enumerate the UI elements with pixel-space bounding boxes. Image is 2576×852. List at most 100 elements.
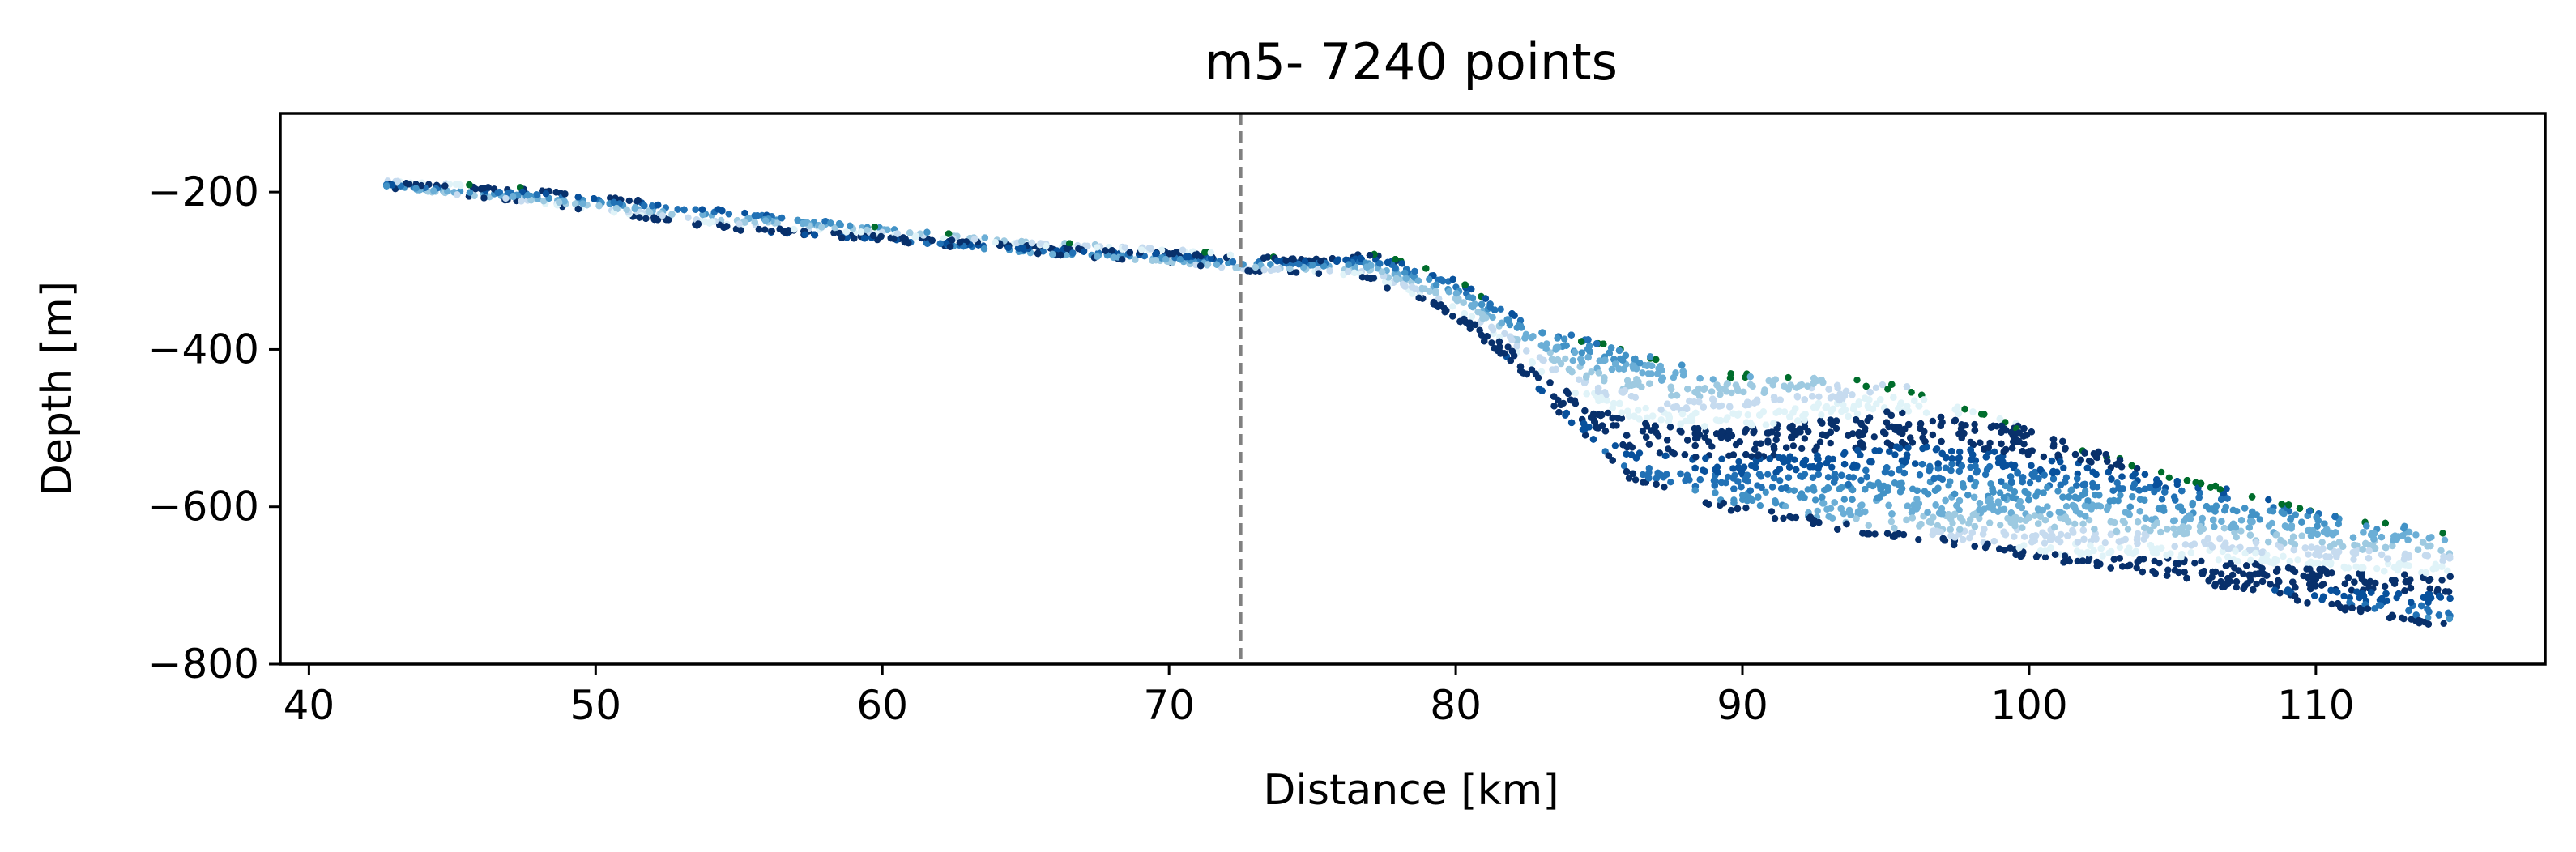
- scatter-point: [1119, 256, 1126, 263]
- scatter-point: [1934, 522, 1942, 530]
- scatter-point: [1838, 407, 1845, 415]
- scatter-point: [1749, 382, 1756, 390]
- scatter-point: [1891, 451, 1899, 458]
- scatter-point: [1967, 516, 1974, 523]
- scatter-point: [1708, 443, 1716, 450]
- scatter-point: [2157, 528, 2164, 536]
- scatter-point: [2346, 599, 2353, 606]
- scatter-point: [2036, 513, 2044, 521]
- scatter-point: [1871, 530, 1879, 538]
- scatter-point: [1828, 463, 1836, 471]
- scatter-point: [1996, 489, 2004, 496]
- scatter-point: [2133, 564, 2140, 572]
- scatter-point: [1501, 330, 1508, 338]
- scatter-point: [1504, 343, 1512, 351]
- scatter-point: [2099, 552, 2106, 560]
- scatter-point: [2237, 527, 2245, 535]
- scatter-point: [1528, 366, 1536, 373]
- scatter-point: [1772, 436, 1780, 444]
- scatter-point: [2158, 496, 2166, 503]
- scatter-point: [1735, 458, 1742, 466]
- scatter-point: [1971, 420, 1978, 428]
- scatter-point: [2164, 566, 2172, 573]
- scatter-point: [1708, 388, 1716, 395]
- scatter-point: [1718, 455, 1725, 462]
- scatter-point: [2026, 479, 2034, 487]
- scatter-point: [1426, 275, 1433, 283]
- scatter-point: [1744, 411, 1751, 419]
- scatter-point: [1729, 465, 1737, 472]
- scatter-point: [1709, 376, 1717, 383]
- scatter-point: [1811, 446, 1819, 454]
- scatter-point: [1581, 432, 1589, 439]
- scatter-point: [1801, 435, 1809, 442]
- scatter-point: [1804, 486, 1811, 493]
- scatter-point: [1449, 303, 1456, 310]
- scatter-point: [1488, 339, 1495, 347]
- scatter-point: [2119, 518, 2126, 525]
- scatter-point: [774, 219, 781, 227]
- scatter-point: [2398, 614, 2406, 621]
- scatter-point: [1604, 409, 1612, 417]
- scatter-point: [1990, 448, 1998, 455]
- scatter-point: [2101, 539, 2109, 547]
- scatter-point: [1554, 334, 1561, 342]
- scatter-point: [625, 197, 633, 205]
- scatter-point: [1981, 471, 1990, 479]
- scatter-point: [1645, 469, 1653, 476]
- scatter-point: [1701, 467, 1708, 475]
- scatter-point: [1840, 496, 1848, 503]
- scatter-point: [1872, 384, 1880, 391]
- scatter-point: [1929, 417, 1937, 425]
- scatter-point: [1827, 505, 1835, 512]
- scatter-point: [2046, 510, 2054, 518]
- scatter-point: [2340, 592, 2348, 600]
- scatter-point: [1934, 445, 1941, 453]
- scatter-point: [1887, 518, 1896, 526]
- scatter-point: [2294, 556, 2301, 564]
- scatter-point: [1768, 508, 1776, 515]
- scatter-point: [2256, 516, 2263, 523]
- scatter-point: [1789, 442, 1798, 449]
- scatter-point: [2129, 493, 2136, 501]
- scatter-point: [1814, 507, 1821, 515]
- scatter-point: [2389, 542, 2396, 550]
- scatter-point: [2382, 582, 2389, 590]
- scatter-point: [1762, 488, 1769, 496]
- scatter-point: [1731, 471, 1738, 479]
- scatter-point: [1782, 502, 1789, 510]
- scatter-point: [2348, 586, 2356, 594]
- scatter-point: [2085, 457, 2093, 465]
- scatter-point: [1870, 433, 1878, 441]
- scatter-point: [685, 214, 692, 221]
- scatter-point: [2266, 507, 2274, 514]
- scatter-point: [2216, 535, 2224, 543]
- scatter-point: [1824, 474, 1832, 481]
- scatter-point: [2285, 508, 2293, 515]
- scatter-point: [1841, 449, 1849, 457]
- scatter-point: [1994, 498, 2002, 505]
- scatter-point: [1773, 431, 1781, 438]
- scatter-point: [1657, 406, 1665, 413]
- scatter-point: [2054, 488, 2062, 495]
- scatter-point: [2079, 520, 2087, 527]
- scatter-point: [1489, 313, 1496, 322]
- scatter-point: [2165, 474, 2173, 481]
- scatter-point: [2265, 496, 2272, 504]
- scatter-point: [1785, 373, 1792, 381]
- scatter-point: [1853, 410, 1862, 418]
- scatter-point: [2157, 468, 2165, 476]
- scatter-point: [2198, 557, 2205, 565]
- scatter-point: [1956, 448, 1964, 456]
- scatter-point: [1636, 449, 1644, 457]
- scatter-point: [2058, 530, 2065, 539]
- scatter-point: [2044, 484, 2051, 491]
- scatter-point: [648, 202, 656, 210]
- scatter-point: [2060, 464, 2067, 471]
- scatter-point: [2062, 445, 2069, 453]
- plot-area: [279, 112, 2547, 666]
- scatter-point: [1929, 431, 1937, 439]
- scatter-point: [1718, 402, 1725, 410]
- scatter-point: [2307, 532, 2315, 540]
